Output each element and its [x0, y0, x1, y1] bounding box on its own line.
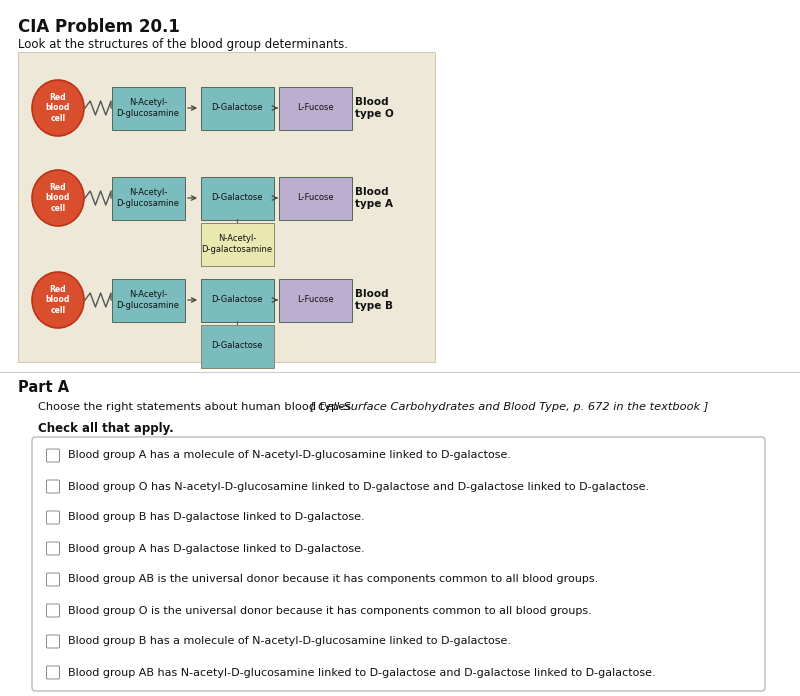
- Text: Check all that apply.: Check all that apply.: [38, 422, 174, 435]
- FancyBboxPatch shape: [46, 573, 59, 586]
- Text: N-Acetyl-
D-glucosamine: N-Acetyl- D-glucosamine: [117, 290, 179, 310]
- Text: L-Fucose: L-Fucose: [297, 104, 334, 113]
- FancyBboxPatch shape: [201, 177, 274, 219]
- Text: Blood group A has a molecule of N-acetyl-D-glucosamine linked to D-galactose.: Blood group A has a molecule of N-acetyl…: [69, 450, 511, 461]
- Text: [ Cell-Surface Carbohydrates and Blood Type, p. 672 in the textbook ]: [ Cell-Surface Carbohydrates and Blood T…: [310, 402, 708, 412]
- FancyBboxPatch shape: [201, 86, 274, 129]
- Text: Red
blood
cell: Red blood cell: [46, 93, 70, 123]
- FancyBboxPatch shape: [278, 86, 351, 129]
- FancyBboxPatch shape: [46, 480, 59, 493]
- Text: Blood group AB has N-acetyl-D-glucosamine linked to D-galactose and D-galactose : Blood group AB has N-acetyl-D-glucosamin…: [69, 667, 656, 677]
- FancyBboxPatch shape: [46, 604, 59, 617]
- Text: Part A: Part A: [18, 380, 69, 395]
- Text: L-Fucose: L-Fucose: [297, 296, 334, 305]
- Text: Blood group A has D-galactose linked to D-galactose.: Blood group A has D-galactose linked to …: [69, 544, 365, 553]
- FancyBboxPatch shape: [46, 635, 59, 648]
- FancyBboxPatch shape: [201, 278, 274, 322]
- Text: N-Acetyl-
D-galactosamine: N-Acetyl- D-galactosamine: [202, 235, 273, 254]
- Text: D-Galactose: D-Galactose: [211, 296, 262, 305]
- Text: Blood group O has N-acetyl-D-glucosamine linked to D-galactose and D-galactose l: Blood group O has N-acetyl-D-glucosamine…: [69, 482, 650, 491]
- Text: D-Galactose: D-Galactose: [211, 193, 262, 203]
- Text: Blood group O is the universal donor because it has components common to all blo: Blood group O is the universal donor bec…: [69, 606, 592, 615]
- Text: Blood group B has D-galactose linked to D-galactose.: Blood group B has D-galactose linked to …: [69, 512, 365, 523]
- Text: D-Galactose: D-Galactose: [211, 104, 262, 113]
- Text: Blood
type A: Blood type A: [355, 187, 393, 209]
- Text: Red
blood
cell: Red blood cell: [46, 285, 70, 315]
- FancyBboxPatch shape: [278, 177, 351, 219]
- Text: D-Galactose: D-Galactose: [211, 342, 262, 351]
- Text: Blood
type O: Blood type O: [355, 97, 394, 119]
- FancyBboxPatch shape: [46, 542, 59, 555]
- Text: Blood group AB is the universal donor because it has components common to all bl: Blood group AB is the universal donor be…: [69, 574, 598, 585]
- Ellipse shape: [32, 170, 84, 226]
- FancyBboxPatch shape: [32, 437, 765, 691]
- FancyBboxPatch shape: [278, 278, 351, 322]
- FancyBboxPatch shape: [111, 86, 185, 129]
- Text: CIA Problem 20.1: CIA Problem 20.1: [18, 18, 180, 36]
- FancyBboxPatch shape: [46, 449, 59, 462]
- FancyBboxPatch shape: [46, 666, 59, 679]
- Text: N-Acetyl-
D-glucosamine: N-Acetyl- D-glucosamine: [117, 189, 179, 207]
- Text: N-Acetyl-
D-glucosamine: N-Acetyl- D-glucosamine: [117, 98, 179, 118]
- Text: L-Fucose: L-Fucose: [297, 193, 334, 203]
- FancyBboxPatch shape: [111, 278, 185, 322]
- FancyBboxPatch shape: [201, 223, 274, 265]
- Text: Look at the structures of the blood group determinants.: Look at the structures of the blood grou…: [18, 38, 348, 51]
- FancyBboxPatch shape: [201, 324, 274, 367]
- FancyBboxPatch shape: [46, 511, 59, 524]
- Ellipse shape: [32, 80, 84, 136]
- Text: Choose the right statements about human blood types.: Choose the right statements about human …: [38, 402, 358, 412]
- FancyBboxPatch shape: [111, 177, 185, 219]
- Text: Blood
type B: Blood type B: [355, 290, 393, 311]
- FancyBboxPatch shape: [18, 52, 435, 362]
- Text: Red
blood
cell: Red blood cell: [46, 183, 70, 213]
- Ellipse shape: [32, 272, 84, 328]
- Text: Blood group B has a molecule of N-acetyl-D-glucosamine linked to D-galactose.: Blood group B has a molecule of N-acetyl…: [69, 637, 511, 647]
